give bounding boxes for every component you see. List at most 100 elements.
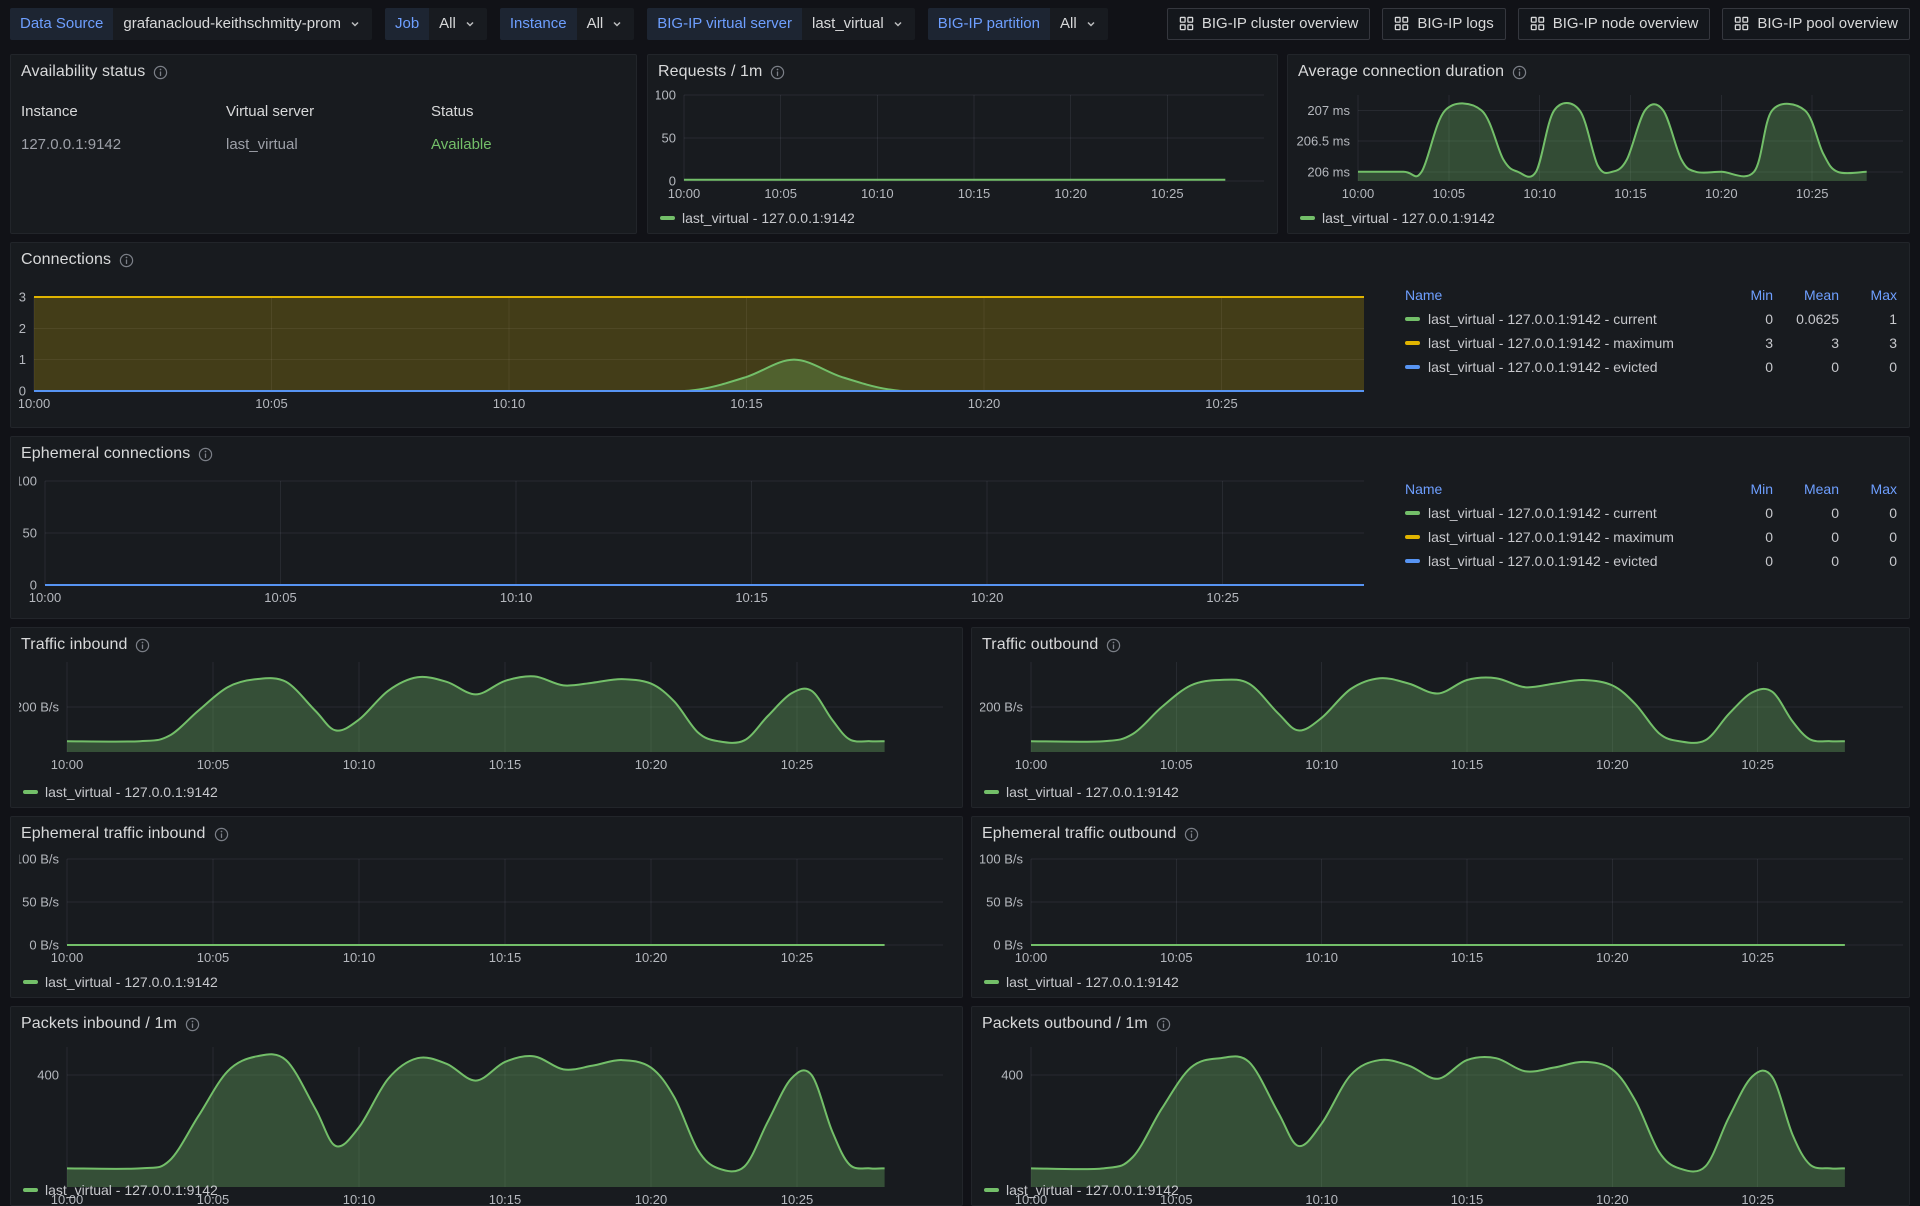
legend-item[interactable]: last_virtual - 127.0.0.1:9142 <box>984 784 1179 800</box>
legend-series-name[interactable]: last_virtual - 127.0.0.1:9142 - evicted <box>1405 359 1711 375</box>
legend-stat-mean: 0 <box>1831 553 1839 569</box>
variable-value-datasource[interactable]: grafanacloud-keithschmitty-prom <box>113 7 372 40</box>
legend-item[interactable]: last_virtual - 127.0.0.1:9142 <box>660 210 855 226</box>
svg-text:10:10: 10:10 <box>1523 186 1556 201</box>
legend-column-max[interactable]: Max <box>1870 287 1897 303</box>
legend-item[interactable]: last_virtual - 127.0.0.1:9142 <box>984 974 1179 990</box>
legend-column-name[interactable]: Name <box>1405 481 1443 497</box>
variable-virtual-server: BIG-IP virtual server last_virtual <box>647 7 915 40</box>
chart-svg: 0 1 2 3 10:00 10:05 10:10 10:15 10:20 10:25 <box>19 290 1364 411</box>
dashboard-links: BIG-IP cluster overview BIG-IP logs BIG-IP… <box>1166 7 1910 40</box>
legend-stat-max: 0 <box>1889 359 1897 375</box>
svg-text:0 B/s: 0 B/s <box>29 938 59 953</box>
dashboard-link-logs[interactable]: BIG-IP logs <box>1382 7 1506 40</box>
legend-stat-max: 1 <box>1889 311 1897 327</box>
panel-ephemeral-traffic-inbound: Ephemeral traffic inbound 0 B/s 50 B/s 100 … <box>10 816 963 998</box>
series-color-marker <box>660 216 675 220</box>
apps-icon <box>1735 16 1749 31</box>
legend-series-name[interactable]: last_virtual - 127.0.0.1:9142 - maximum <box>1405 335 1711 351</box>
legend-column-mean[interactable]: Mean <box>1803 287 1839 303</box>
legend-label: last_virtual - 127.0.0.1:9142 <box>45 1182 218 1198</box>
variable-value-job[interactable]: All <box>429 7 487 40</box>
chart-connections[interactable]: 0 1 2 3 10:00 10:05 10:10 10:15 10:20 10:25 <box>19 289 1903 415</box>
chart-svg: 0 B/s 50 B/s 100 B/s 10:00 10:05 10:10 10:15 10… <box>980 852 1903 963</box>
legend-item[interactable]: last_virtual - 127.0.0.1:9142 <box>1300 210 1495 226</box>
info-icon[interactable] <box>198 447 213 462</box>
info-icon[interactable] <box>135 638 150 653</box>
chart-traffic-inbound[interactable]: 200 B/s 10:00 10:05 10:10 10:15 10:20 10:25 <box>19 656 956 772</box>
legend-item[interactable]: last_virtual - 127.0.0.1:9142 <box>23 1182 218 1198</box>
legend-table-row: last_virtual - 127.0.0.1:9142 - evicted 0… <box>1405 549 1897 573</box>
info-icon[interactable] <box>153 65 168 80</box>
column-header-instance[interactable]: Instance <box>21 103 78 120</box>
svg-text:10:20: 10:20 <box>635 1192 668 1206</box>
svg-text:10:10: 10:10 <box>1305 757 1338 772</box>
info-icon[interactable] <box>214 827 229 842</box>
info-icon[interactable] <box>1106 638 1121 653</box>
panel-header: Connections <box>11 243 1909 277</box>
legend-item[interactable]: last_virtual - 127.0.0.1:9142 <box>23 784 218 800</box>
legend-series-name[interactable]: last_virtual - 127.0.0.1:9142 - current <box>1405 311 1711 327</box>
svg-text:10:20: 10:20 <box>971 590 1004 605</box>
apps-icon <box>1395 16 1409 31</box>
svg-text:50: 50 <box>662 131 676 146</box>
legend-stat-max: 3 <box>1889 335 1897 351</box>
dashboard-link-cluster-overview[interactable]: BIG-IP cluster overview <box>1166 7 1371 40</box>
legend: last_virtual - 127.0.0.1:9142 <box>984 784 1179 800</box>
chart-ephemeral-connections[interactable]: 0 50 100 10:00 10:05 10:10 10:15 10:20 10:25 <box>19 473 1903 609</box>
info-icon[interactable] <box>119 253 134 268</box>
dashboard-link-pool-overview[interactable]: BIG-IP pool overview <box>1722 7 1910 40</box>
panel-header: Ephemeral connections <box>11 437 1909 471</box>
panel-traffic-inbound: Traffic inbound 200 B/s 10:00 10:05 10:10 10:… <box>10 627 963 808</box>
variable-selected-value: grafanacloud-keithschmitty-prom <box>123 15 341 32</box>
dashboard-link-node-overview[interactable]: BIG-IP node overview <box>1517 7 1711 40</box>
variable-value-virtual-server[interactable]: last_virtual <box>802 7 915 40</box>
table-cell: 127.0.0.1:9142 <box>21 136 122 153</box>
column-header-virtual-server[interactable]: Virtual server <box>226 103 315 120</box>
column-header-status[interactable]: Status <box>431 103 474 120</box>
svg-text:50 B/s: 50 B/s <box>986 895 1023 910</box>
svg-text:10:20: 10:20 <box>1054 186 1087 201</box>
info-icon[interactable] <box>1184 827 1199 842</box>
svg-text:400: 400 <box>37 1068 59 1083</box>
legend-stat-max: 0 <box>1889 553 1897 569</box>
variable-value-instance[interactable]: All <box>576 7 635 40</box>
variable-value-partition[interactable]: All <box>1049 7 1108 40</box>
svg-text:100: 100 <box>19 474 37 489</box>
panel-title: Average connection duration <box>1298 63 1505 80</box>
info-icon[interactable] <box>1156 1017 1171 1032</box>
variable-label-datasource: Data Source <box>10 7 114 40</box>
legend-column-mean[interactable]: Mean <box>1803 481 1839 497</box>
panel-title: Ephemeral traffic inbound <box>21 825 206 842</box>
info-icon[interactable] <box>770 65 785 80</box>
legend-item[interactable]: last_virtual - 127.0.0.1:9142 <box>23 974 218 990</box>
info-icon[interactable] <box>1512 65 1527 80</box>
svg-text:10:10: 10:10 <box>1305 1192 1338 1206</box>
info-icon[interactable] <box>185 1017 200 1032</box>
chart-requests-1m[interactable]: 0 50 100 10:00 10:05 10:10 10:15 10:20 10:25 <box>656 89 1271 201</box>
chart-avg-connection-duration[interactable]: 206 ms 206.5 ms 207 ms 10:00 10:05 10:10 10:15… <box>1296 89 1903 201</box>
svg-text:0: 0 <box>669 174 676 189</box>
svg-text:100: 100 <box>656 89 676 103</box>
legend-series-name[interactable]: last_virtual - 127.0.0.1:9142 - maximum <box>1405 529 1711 545</box>
chart-traffic-outbound[interactable]: 200 B/s 10:00 10:05 10:10 10:15 10:20 10:25 <box>980 656 1903 772</box>
chart-ephemeral-traffic-inbound[interactable]: 0 B/s 50 B/s 100 B/s 10:00 10:05 10:10 10:15 10… <box>19 851 956 963</box>
legend-column-name[interactable]: Name <box>1405 287 1443 303</box>
svg-text:10:20: 10:20 <box>1596 950 1629 963</box>
legend-column-max[interactable]: Max <box>1870 481 1897 497</box>
panel-ephemeral-traffic-outbound: Ephemeral traffic outbound 0 B/s 50 B/s 100… <box>971 816 1910 998</box>
svg-text:10:00: 10:00 <box>51 757 84 772</box>
svg-text:10:10: 10:10 <box>1305 950 1338 963</box>
chart-ephemeral-traffic-outbound[interactable]: 0 B/s 50 B/s 100 B/s 10:00 10:05 10:10 10:15 10… <box>980 851 1903 963</box>
legend-series-name[interactable]: last_virtual - 127.0.0.1:9142 - current <box>1405 505 1711 521</box>
panel-title: Traffic outbound <box>982 636 1099 653</box>
legend-column-min[interactable]: Min <box>1750 481 1773 497</box>
legend-item[interactable]: last_virtual - 127.0.0.1:9142 <box>984 1182 1179 1198</box>
svg-text:206.5 ms: 206.5 ms <box>1297 134 1351 149</box>
svg-text:10:15: 10:15 <box>1451 950 1484 963</box>
svg-text:10:05: 10:05 <box>764 186 797 201</box>
template-variables: Data Source grafanacloud-keithschmitty-pr… <box>10 7 1108 40</box>
legend-series-name[interactable]: last_virtual - 127.0.0.1:9142 - evicted <box>1405 553 1711 569</box>
legend-column-min[interactable]: Min <box>1750 287 1773 303</box>
panel-availability-status: Availability status Instance Virtual serve… <box>10 54 637 234</box>
